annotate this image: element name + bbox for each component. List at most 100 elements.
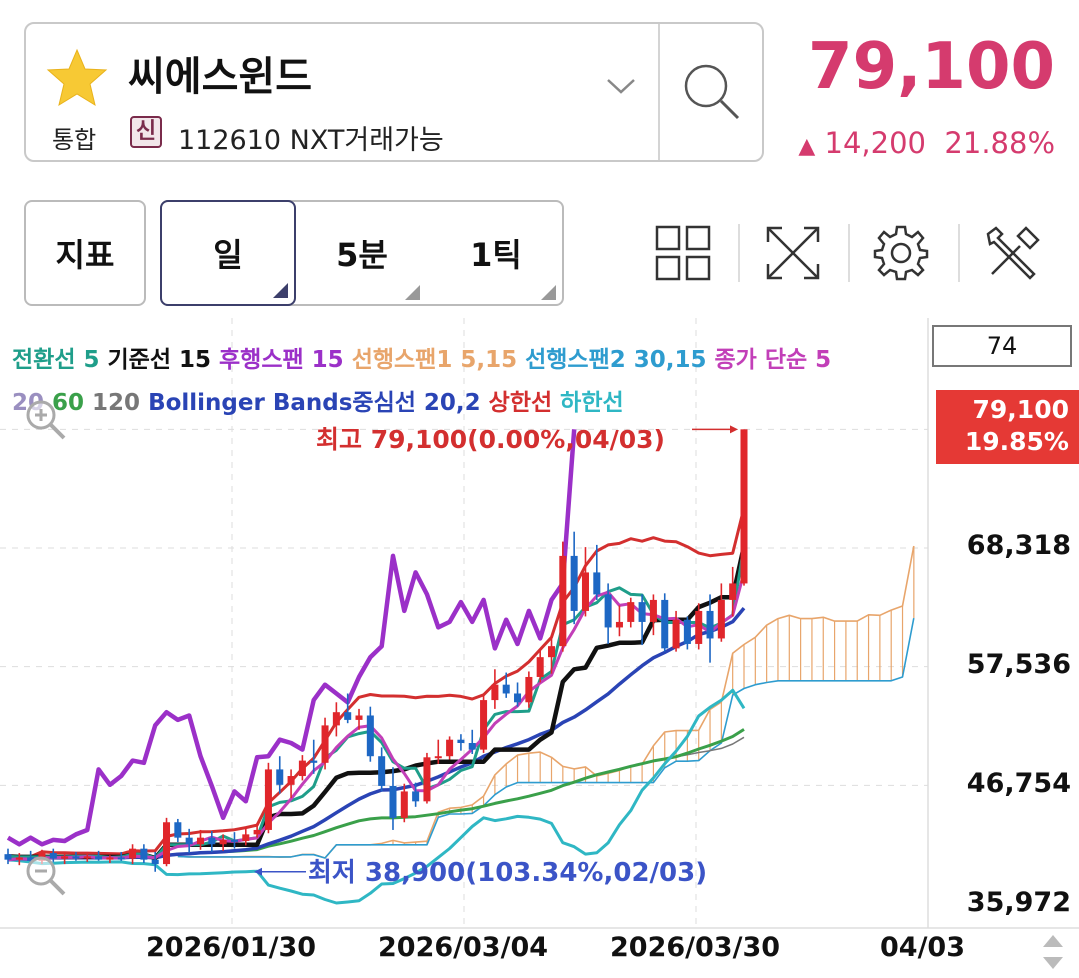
flag-percent: 19.85% (964, 427, 1069, 456)
gear-icon[interactable] (870, 222, 932, 284)
ma120-line (7, 736, 745, 861)
tools-icon[interactable] (982, 222, 1044, 284)
current-price-flag: 79,100 19.85% (936, 390, 1079, 464)
candle-body (740, 429, 748, 584)
conversion-line (7, 545, 746, 860)
x-tick-label: 2026/03/04 (378, 932, 549, 963)
legend-item: 후행스팬 15 (219, 347, 352, 373)
candle-body (332, 712, 340, 726)
candle-body (355, 715, 363, 720)
flag-price: 79,100 (972, 395, 1069, 424)
candle-body (310, 760, 318, 763)
candle-body (547, 646, 556, 658)
value-box[interactable]: 74 (932, 325, 1072, 367)
zoom-out-icon[interactable] (22, 852, 68, 898)
tab-day[interactable]: 일 (160, 200, 296, 306)
candle-body (129, 848, 137, 859)
tab-5min-label: 5분 (336, 236, 388, 274)
up-arrow-icon: ▲ (798, 134, 816, 159)
candle-body (468, 743, 476, 750)
leading-span1-line (177, 545, 915, 859)
candle-body (525, 676, 533, 703)
candle-body (219, 839, 227, 845)
candle-body (593, 572, 601, 595)
candle-body (502, 684, 510, 694)
legend-item: 60 (52, 390, 93, 416)
indicator-button[interactable]: 지표 (24, 200, 146, 306)
candle-body (446, 739, 454, 757)
search-button[interactable] (660, 24, 764, 160)
ma60-line (7, 728, 745, 862)
candle-body (140, 848, 148, 860)
lagging-span-line (6, 429, 577, 847)
legend-item: 기준선 15 (107, 347, 220, 373)
change-amount: 14,200 (824, 126, 926, 160)
zoom-in-icon[interactable] (22, 396, 68, 442)
tab-5min[interactable]: 5분 (300, 200, 424, 306)
candle-body (683, 619, 691, 644)
candle-body (706, 610, 714, 639)
high-arrowhead (730, 425, 738, 434)
candle-body (174, 822, 182, 838)
price-change: ▲ 14,200 21.88% (798, 126, 1055, 160)
candle-body (514, 693, 522, 703)
base-line (7, 545, 747, 861)
stock-code: 112610 NXT거래가능 (178, 125, 444, 156)
stock-selector[interactable] (24, 22, 764, 162)
toolbar-divider (738, 224, 740, 282)
market-label: 통합 (52, 126, 97, 154)
legend-item: Bollinger Bands중심선 20,2 (148, 390, 489, 416)
candle-body (536, 657, 544, 677)
legend-item: 상한선 (488, 390, 561, 416)
candle-body (230, 839, 238, 842)
y-tick-label: 68,318 (966, 530, 1071, 561)
candle-body (423, 757, 431, 802)
candle-body (457, 739, 465, 744)
search-icon (684, 64, 740, 120)
candle-body (570, 555, 578, 611)
fullscreen-icon[interactable] (762, 222, 824, 284)
candle-body (242, 834, 250, 841)
low-arrowhead (254, 867, 262, 876)
tab-corner-icon (541, 285, 556, 300)
candle-body (4, 854, 12, 860)
candle-body (400, 791, 408, 818)
search-divider (658, 24, 660, 160)
candle-body (185, 837, 193, 845)
tab-day-label: 일 (213, 236, 243, 274)
leading-span2-line (177, 617, 915, 859)
y-tick-label: 46,754 (966, 768, 1071, 799)
candle-body (208, 837, 216, 845)
toolbar-divider (958, 224, 960, 282)
toolbar-divider (848, 224, 850, 282)
candle-body (49, 853, 57, 859)
stock-name[interactable]: 씨에스윈드 (128, 54, 312, 100)
legend-item: 선행스팬2 30,15 (525, 347, 715, 373)
candle-body (95, 856, 103, 860)
candle-body (434, 756, 442, 759)
bollinger-lower-line (7, 688, 746, 905)
legend-item: 종가 단순 5 (714, 347, 832, 373)
star-icon[interactable] (46, 48, 108, 108)
candle-body (672, 619, 680, 649)
tab-1tick[interactable]: 1틱 (430, 200, 562, 306)
candle-body (61, 856, 69, 859)
candle-body (649, 599, 657, 622)
candle-body (276, 769, 284, 785)
candle-body (661, 599, 669, 649)
candle-body (581, 572, 589, 611)
x-tick-label: 2026/03/30 (610, 932, 781, 963)
candle-body (298, 760, 306, 777)
chevron-down-icon[interactable] (604, 74, 638, 98)
scroll-arrows-icon[interactable] (1040, 932, 1066, 972)
candle-body (366, 715, 374, 757)
legend-item: 전환선 5 (12, 347, 108, 373)
grid-layout-icon[interactable] (652, 222, 714, 284)
indicator-legend-row2: 20 60 120 Bollinger Bands중심선 20,2 상한선 하한… (12, 383, 624, 417)
x-tick-label: 2026/01/30 (146, 932, 317, 963)
legend-item: 하한선 (560, 390, 624, 416)
candle-body (604, 594, 612, 628)
candle-body (412, 791, 420, 802)
candle-body (491, 684, 499, 701)
credit-badge: 신 (130, 116, 162, 148)
